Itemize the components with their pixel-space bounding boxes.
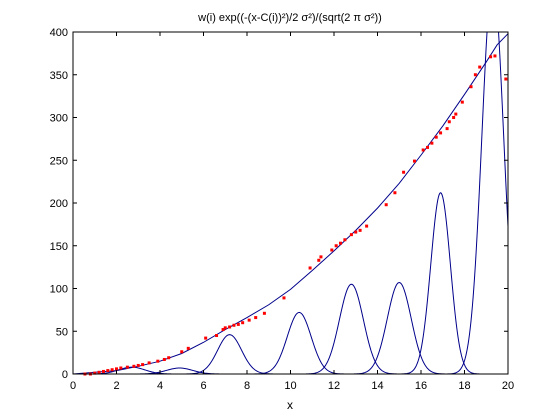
- data-point: [402, 170, 406, 174]
- data-point: [236, 322, 240, 326]
- data-point: [473, 73, 477, 77]
- data-point: [421, 148, 425, 152]
- y-tick-label: 400: [50, 27, 68, 39]
- data-point: [460, 100, 464, 104]
- data-point: [489, 55, 493, 59]
- data-point: [93, 371, 97, 375]
- y-tick-label: 250: [50, 155, 68, 167]
- data-point: [354, 230, 358, 234]
- data-point: [445, 127, 449, 131]
- gaussian-curve-1: [73, 366, 508, 374]
- y-axis: 0 50 100 150 200 250 300 350 400: [50, 27, 508, 381]
- gaussian-curve-4: [73, 311, 508, 374]
- data-point: [156, 359, 160, 363]
- data-point: [241, 321, 245, 325]
- data-point: [167, 356, 171, 360]
- data-point: [125, 365, 129, 369]
- data-point: [186, 346, 190, 350]
- data-point: [504, 77, 508, 81]
- data-point: [106, 369, 110, 373]
- data-point: [228, 325, 232, 329]
- data-point: [247, 318, 251, 322]
- x-axis: 0 2 4 6 8 10 12 14 16 18 20: [70, 32, 514, 392]
- data-point: [223, 326, 227, 330]
- data-point: [147, 361, 151, 365]
- data-point: [136, 363, 140, 367]
- data-point: [254, 316, 258, 320]
- data-point: [430, 141, 434, 145]
- data-point: [262, 311, 266, 315]
- x-tick-label: 16: [415, 380, 427, 392]
- x-tick-label: 6: [200, 380, 206, 392]
- x-tick-label: 20: [502, 380, 514, 392]
- y-tick-label: 0: [62, 369, 68, 381]
- data-point: [339, 241, 343, 245]
- x-tick-label: 12: [328, 380, 340, 392]
- plot-area: [73, 32, 508, 374]
- data-point: [319, 255, 323, 259]
- data-point: [282, 296, 286, 300]
- data-point: [221, 328, 225, 332]
- x-tick-label: 14: [371, 380, 383, 392]
- data-point: [343, 238, 347, 242]
- data-point: [110, 368, 114, 372]
- data-point: [141, 363, 145, 367]
- x-tick-label: 0: [70, 380, 76, 392]
- data-point: [469, 85, 473, 89]
- y-tick-label: 150: [50, 241, 68, 253]
- data-point: [384, 203, 388, 207]
- chart-title: w(i) exp((-(x-C(i))²)/2 σ²)/(sqrt(2 π σ²…: [197, 12, 382, 24]
- y-tick-label: 300: [50, 113, 68, 125]
- data-point: [358, 228, 362, 232]
- data-point: [434, 135, 438, 139]
- data-point: [412, 159, 416, 163]
- data-point: [439, 131, 443, 135]
- plot-background: [73, 32, 508, 374]
- gaussian-curve-7: [73, 192, 508, 374]
- y-tick-label: 200: [50, 198, 68, 210]
- data-point: [101, 369, 105, 373]
- data-point: [447, 120, 451, 124]
- data-point: [349, 233, 353, 237]
- data-point: [162, 357, 166, 361]
- data-point: [115, 367, 118, 371]
- x-tick-label: 4: [157, 380, 163, 392]
- x-axis-label: x: [287, 398, 293, 412]
- data-point: [493, 54, 497, 58]
- gaussian-curve-6: [73, 281, 508, 374]
- data-point: [426, 145, 430, 149]
- data-point: [452, 116, 456, 119]
- data-point: [180, 350, 184, 354]
- x-tick-label: 10: [284, 380, 296, 392]
- y-tick-label: 100: [50, 284, 68, 296]
- data-point: [132, 364, 136, 368]
- data-point: [97, 370, 101, 374]
- data-point: [317, 258, 321, 262]
- data-point: [215, 334, 219, 338]
- data-point: [478, 65, 482, 69]
- x-tick-label: 2: [113, 380, 119, 392]
- x-tick-label: 18: [458, 380, 470, 392]
- x-tick-label: 8: [244, 380, 250, 392]
- data-point: [330, 248, 334, 252]
- data-point: [454, 112, 458, 116]
- y-tick-label: 350: [50, 70, 68, 82]
- points-layer: [83, 54, 508, 376]
- data-point: [119, 366, 123, 370]
- data-point: [308, 266, 312, 270]
- data-point: [393, 191, 397, 195]
- y-tick-label: 50: [56, 326, 68, 338]
- data-point: [204, 336, 208, 340]
- data-point: [232, 323, 236, 327]
- data-point: [334, 244, 338, 248]
- data-point: [365, 224, 369, 228]
